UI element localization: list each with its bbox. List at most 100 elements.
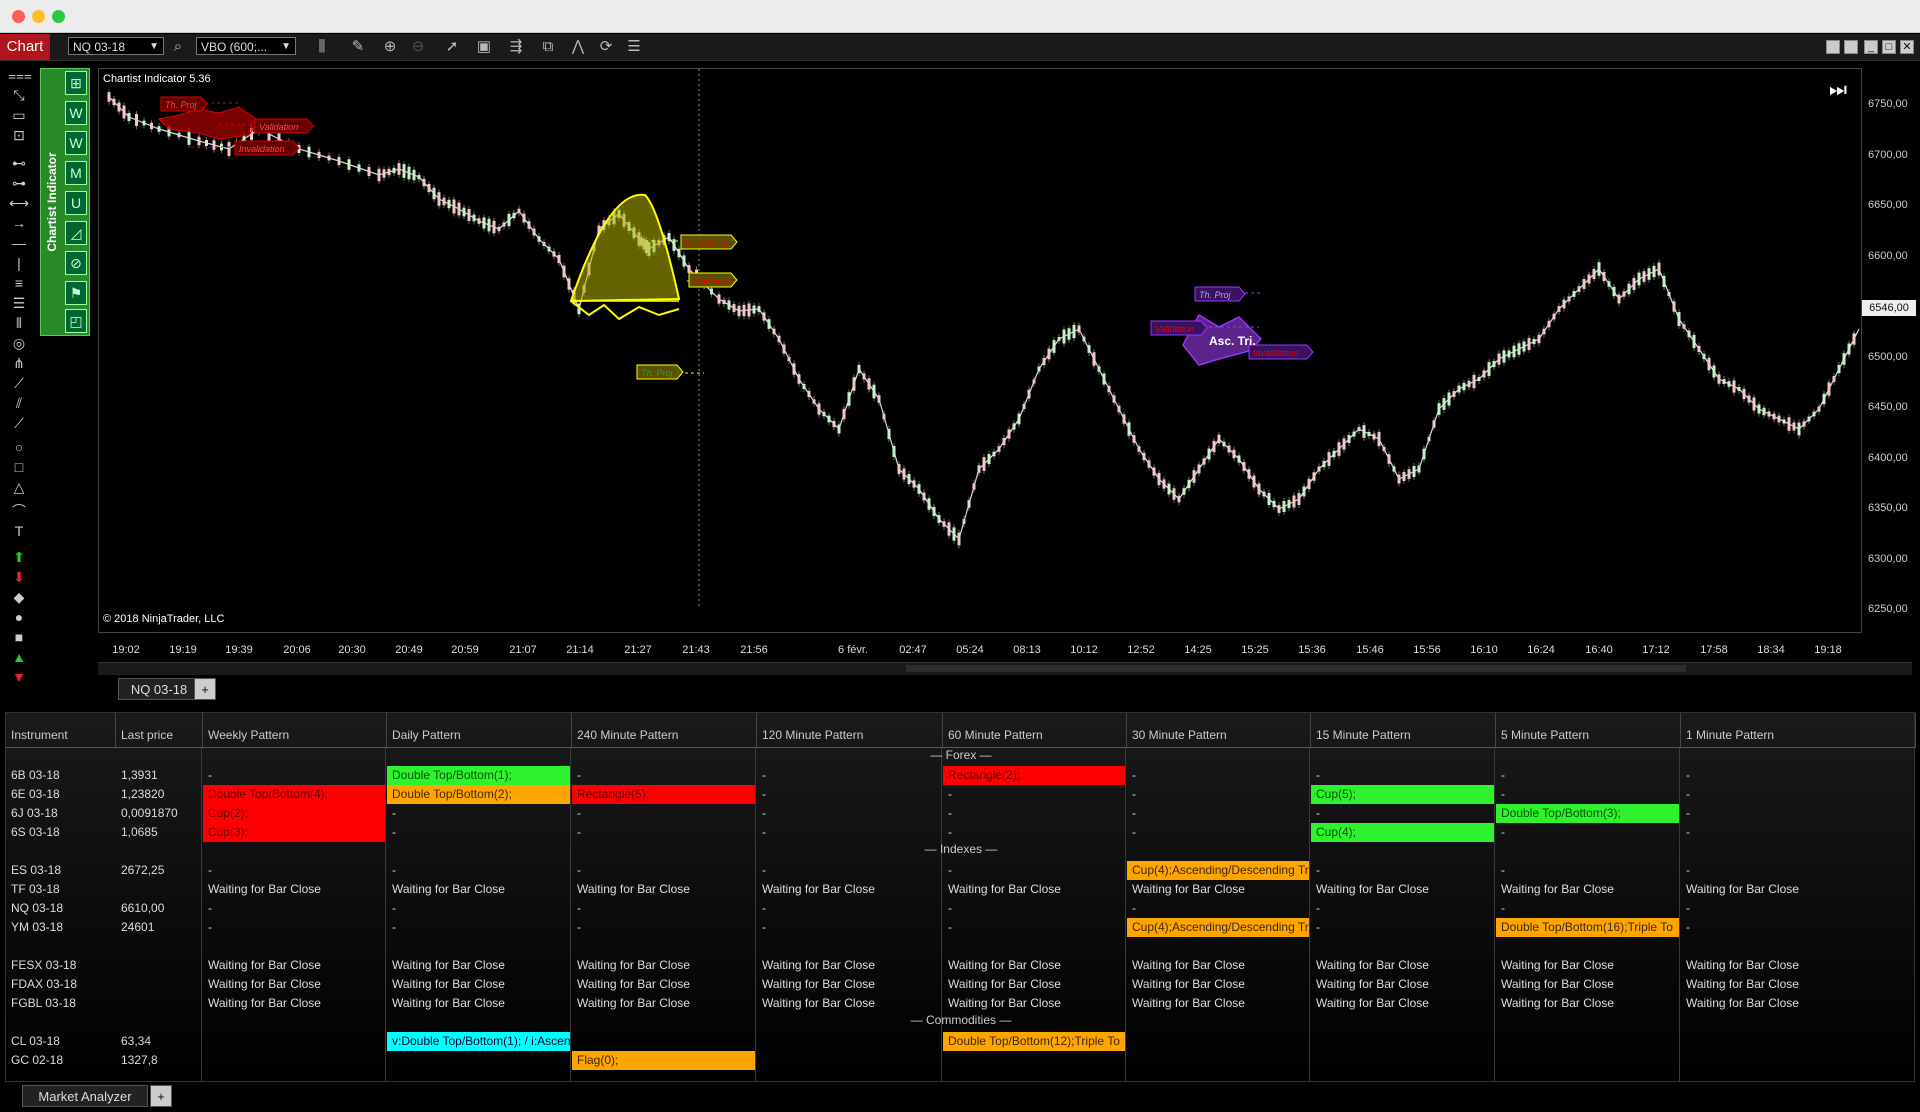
fib-time-icon[interactable]: ⦀	[15, 315, 23, 331]
indicator-select[interactable]: VBO (600;... ▼	[196, 37, 296, 55]
table-cell[interactable]: Waiting for Bar Close	[577, 882, 690, 896]
column-header[interactable]: 240 Minute Pattern	[572, 713, 757, 747]
extended-line-icon[interactable]: ⟷	[8, 195, 30, 211]
square-icon[interactable]: ■	[14, 629, 24, 645]
minimize-window-button[interactable]	[32, 10, 45, 23]
table-cell[interactable]: Waiting for Bar Close	[1686, 958, 1799, 972]
ruler-icon[interactable]: ⩶	[8, 67, 32, 83]
table-cell[interactable]: -	[1686, 825, 1690, 839]
table-cell[interactable]: -	[577, 863, 581, 877]
table-cell[interactable]: Rectangle(2);	[943, 766, 1125, 785]
line-icon[interactable]: ⊷	[12, 155, 26, 171]
price-axis[interactable]: 6750,006700,006650,006600,006550,006500,…	[1862, 68, 1920, 633]
table-cell[interactable]: Waiting for Bar Close	[392, 882, 505, 896]
table-cell[interactable]: Waiting for Bar Close	[1132, 882, 1245, 896]
ellipse-icon[interactable]: ○	[14, 439, 24, 455]
column-header[interactable]: 120 Minute Pattern	[757, 713, 943, 747]
table-cell[interactable]: Waiting for Bar Close	[1132, 996, 1245, 1010]
table-cell[interactable]: Waiting for Bar Close	[1132, 977, 1245, 991]
instrument-cell[interactable]: TF 03-18	[11, 882, 60, 896]
table-cell[interactable]: -	[948, 901, 952, 915]
table-cell[interactable]: -	[1132, 806, 1136, 820]
table-cell[interactable]: Waiting for Bar Close	[208, 996, 321, 1010]
table-cell[interactable]: -	[577, 901, 581, 915]
table-cell[interactable]: -	[1132, 768, 1136, 782]
instrument-cell[interactable]: FGBL 03-18	[11, 996, 76, 1010]
table-cell[interactable]: Waiting for Bar Close	[392, 996, 505, 1010]
table-cell[interactable]: Waiting for Bar Close	[1686, 996, 1799, 1010]
instrument-cell[interactable]: YM 03-18	[11, 920, 64, 934]
table-cell[interactable]: -	[1686, 806, 1690, 820]
minimize-icon[interactable]: _	[1864, 40, 1878, 54]
table-cell[interactable]: Waiting for Bar Close	[392, 977, 505, 991]
table-cell[interactable]: -	[762, 806, 766, 820]
pitchfork-icon[interactable]: ⋔	[13, 355, 25, 371]
table-cell[interactable]: -	[1316, 806, 1320, 820]
table-cell[interactable]: Waiting for Bar Close	[1316, 958, 1429, 972]
table-cell[interactable]: -	[1686, 863, 1690, 877]
instrument-cell[interactable]: FESX 03-18	[11, 958, 77, 972]
table-cell[interactable]: -	[762, 920, 766, 934]
instrument-cell[interactable]: CL 03-18	[11, 1034, 60, 1048]
region-highlight-icon[interactable]: ⊡	[13, 127, 25, 143]
instrument-cell[interactable]: 6S 03-18	[11, 825, 60, 839]
table-cell[interactable]: Double Top/Bottom(1);	[387, 766, 570, 785]
table-cell[interactable]: Waiting for Bar Close	[1316, 996, 1429, 1010]
table-cell[interactable]: Waiting for Bar Close	[577, 977, 690, 991]
horizontal-line-icon[interactable]: —	[12, 235, 26, 251]
last-price-cell[interactable]	[116, 880, 203, 899]
ci-pattern-cup-icon[interactable]: U	[65, 191, 87, 215]
table-cell[interactable]: Cup(3);	[203, 823, 385, 842]
table-cell[interactable]: -	[762, 901, 766, 915]
table-cell[interactable]: -	[392, 806, 396, 820]
scrollbar-thumb[interactable]	[906, 665, 1686, 672]
column-header[interactable]: 60 Minute Pattern	[943, 713, 1127, 747]
chart-tab[interactable]: Chart	[0, 34, 50, 60]
last-price-cell[interactable]: 2672,25	[121, 863, 165, 877]
table-cell[interactable]: -	[392, 825, 396, 839]
risk-reward-icon[interactable]: ⤡	[13, 87, 25, 103]
last-price-cell[interactable]: 24601	[121, 920, 155, 934]
region-icon[interactable]: ▭	[12, 107, 26, 123]
close-window-button[interactable]	[12, 10, 25, 23]
table-cell[interactable]: -	[1686, 920, 1690, 934]
column-header[interactable]: Last price	[116, 713, 203, 747]
data-box-icon[interactable]: ▣	[476, 38, 492, 55]
zoom-window-button[interactable]	[52, 10, 65, 23]
table-cell[interactable]: Waiting for Bar Close	[1132, 958, 1245, 972]
instrument-cell[interactable]: 6B 03-18	[11, 768, 60, 782]
column-header[interactable]: Daily Pattern	[387, 713, 572, 747]
table-cell[interactable]: -	[1686, 901, 1690, 915]
last-price-cell[interactable]: 1,3931	[121, 768, 158, 782]
table-cell[interactable]: -	[762, 787, 766, 801]
table-cell[interactable]: -	[948, 806, 952, 820]
time-axis[interactable]: 19:02 19:19 19:39 20:06 20:30 20:49 20:59 21:07…	[98, 633, 1862, 663]
table-cell[interactable]: -	[1686, 768, 1690, 782]
table-cell[interactable]: -	[1501, 863, 1505, 877]
arrow-down-icon[interactable]: ⬇	[13, 569, 25, 585]
last-price-cell[interactable]: 1,23820	[121, 787, 165, 801]
last-price-cell[interactable]: 0,0091870	[121, 806, 178, 820]
table-cell[interactable]: Waiting for Bar Close	[1316, 977, 1429, 991]
table-cell[interactable]: -	[1501, 787, 1505, 801]
reload-icon[interactable]: ⟳	[599, 38, 613, 55]
rectangle-icon[interactable]: □	[14, 459, 24, 475]
table-cell[interactable]: Cup(2);	[203, 804, 385, 823]
dot-icon[interactable]: ●	[14, 609, 24, 625]
table-cell[interactable]: -	[392, 863, 396, 877]
table-cell[interactable]: Waiting for Bar Close	[1501, 996, 1614, 1010]
table-cell[interactable]: Waiting for Bar Close	[948, 958, 1061, 972]
fib-circle-icon[interactable]: ◎	[12, 335, 26, 351]
table-cell[interactable]: -	[1686, 787, 1690, 801]
table-cell[interactable]: Double Top/Bottom(16);Triple To	[1496, 918, 1679, 937]
table-cell[interactable]: -	[948, 787, 952, 801]
last-price-cell[interactable]	[116, 975, 203, 994]
window-icon[interactable]	[1844, 40, 1858, 54]
table-cell[interactable]: Waiting for Bar Close	[392, 958, 505, 972]
table-cell[interactable]: Waiting for Bar Close	[762, 882, 875, 896]
table-cell[interactable]: -	[577, 806, 581, 820]
instrument-cell[interactable]: GC 02-18	[11, 1053, 64, 1067]
table-cell[interactable]: -	[577, 768, 581, 782]
add-analyzer-tab-button[interactable]: +	[150, 1085, 172, 1107]
table-cell[interactable]: -	[1132, 825, 1136, 839]
